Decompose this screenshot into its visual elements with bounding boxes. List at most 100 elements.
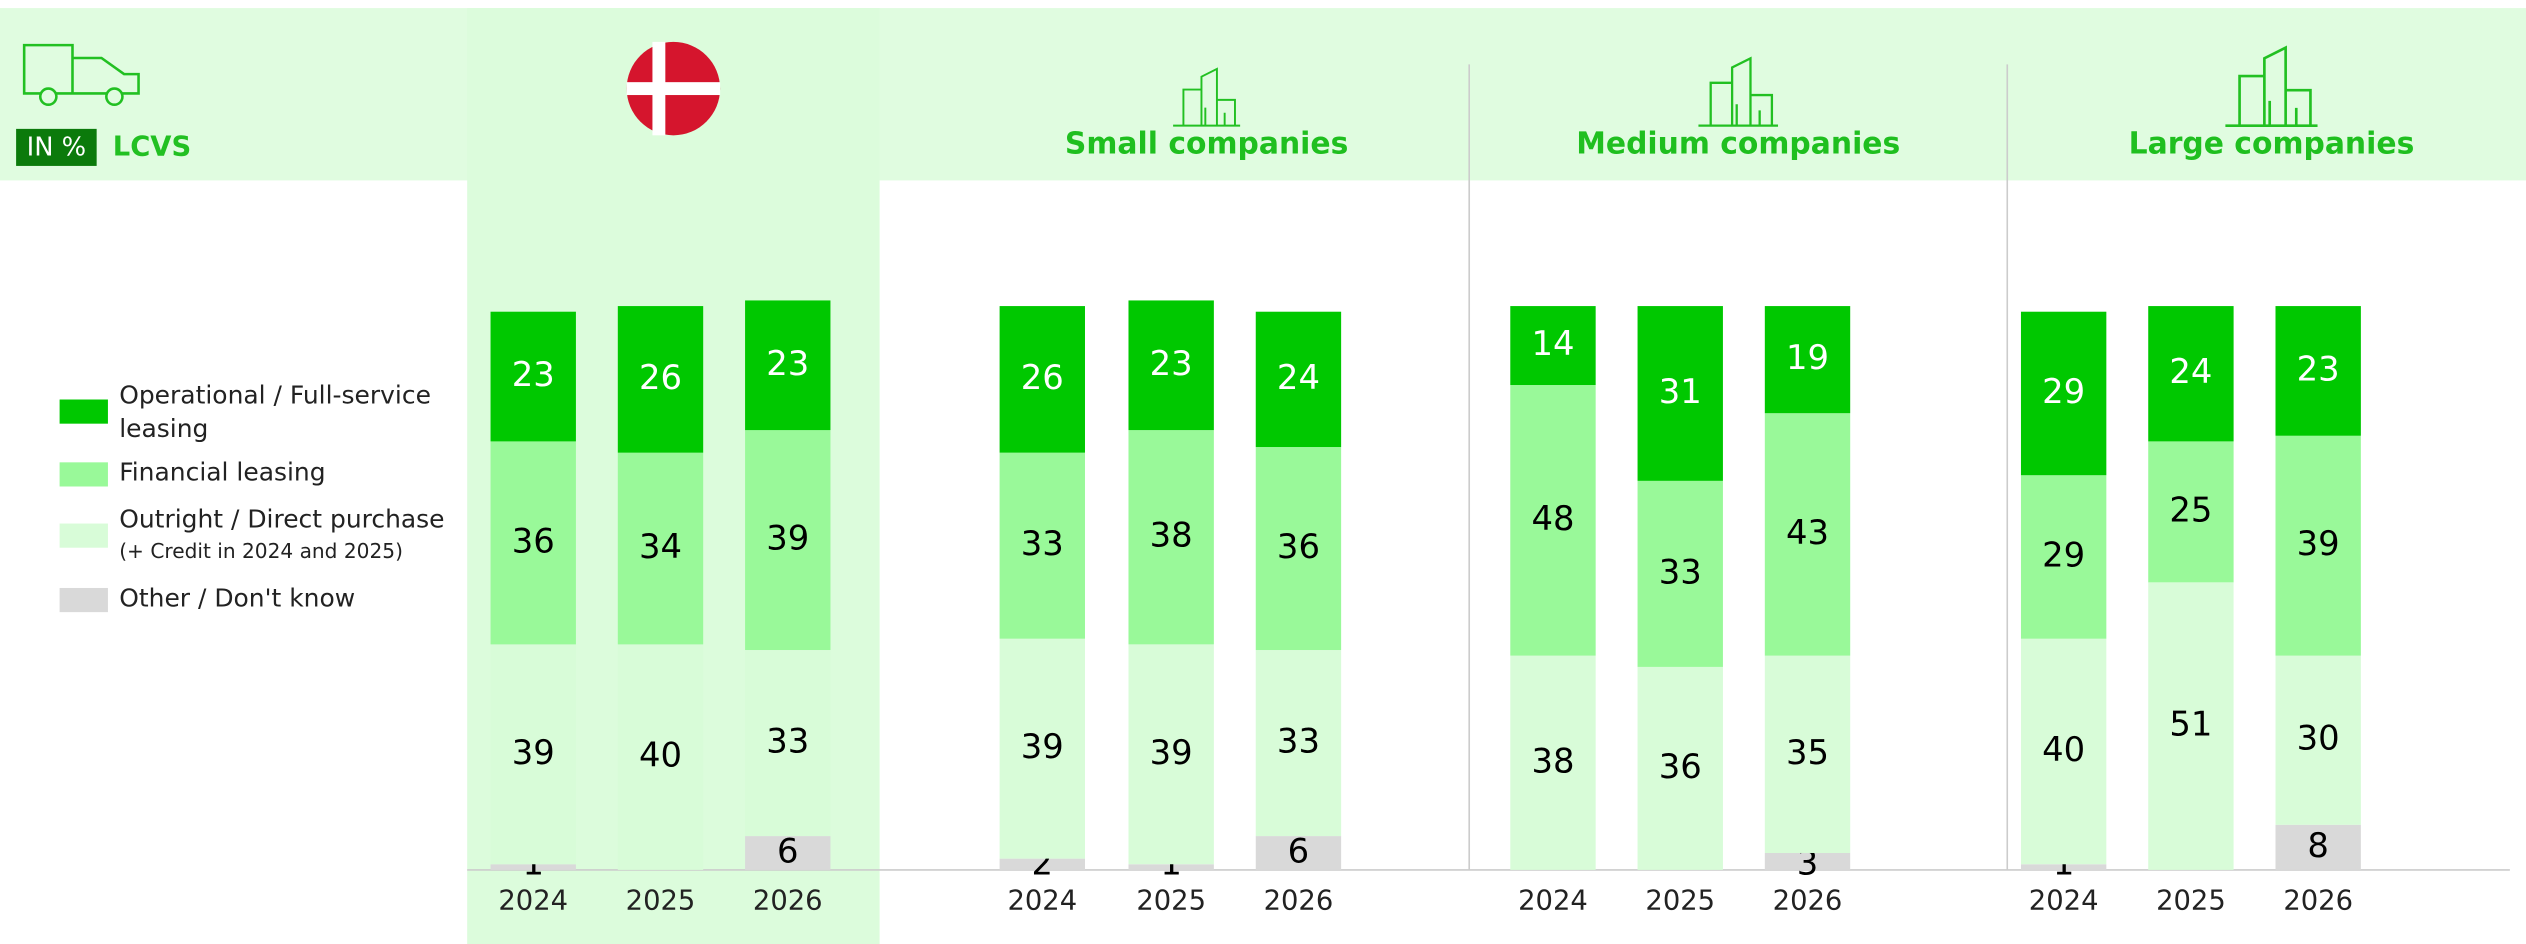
unit-badge-bg bbox=[16, 128, 97, 166]
value-label: 51 bbox=[2169, 705, 2212, 744]
vehicle-label: LCVS bbox=[113, 132, 191, 163]
value-label: 23 bbox=[1150, 344, 1193, 383]
value-label: 39 bbox=[766, 519, 809, 558]
bar-segment bbox=[1764, 852, 1851, 870]
value-label: 39 bbox=[2297, 524, 2340, 563]
bar-segment bbox=[999, 858, 1085, 870]
bar-segment bbox=[2275, 306, 2361, 436]
x-tick-label: 2026 bbox=[753, 886, 823, 917]
value-label: 33 bbox=[1277, 722, 1320, 761]
value-label: 25 bbox=[2169, 490, 2212, 529]
bar-segment bbox=[490, 644, 576, 865]
legend-label: Operational / Full-service leasing bbox=[119, 380, 431, 443]
value-label: 43 bbox=[1786, 513, 1829, 552]
bar-segment bbox=[745, 300, 831, 431]
legend-note: (+ Credit in 2024 and 2025) bbox=[119, 539, 403, 563]
bar-segment bbox=[1128, 864, 1214, 870]
bar-segment bbox=[1510, 385, 1596, 656]
building-icon bbox=[2225, 45, 2318, 127]
legend-label: Outright / Direct purchase bbox=[119, 504, 444, 533]
bar-segment bbox=[1128, 300, 1214, 431]
value-label: 39 bbox=[1021, 727, 1064, 766]
bar-segment bbox=[1128, 644, 1214, 865]
bar-segment bbox=[1255, 447, 1342, 651]
header-band bbox=[0, 8, 2526, 181]
value-label: 14 bbox=[1531, 324, 1574, 363]
value-label: 6 bbox=[777, 831, 799, 870]
value-label: 36 bbox=[512, 521, 555, 560]
value-label: 23 bbox=[2297, 349, 2340, 388]
bar-segment bbox=[1510, 655, 1596, 870]
value-label: 35 bbox=[1786, 733, 1829, 772]
value-label: 40 bbox=[639, 736, 682, 775]
bar-segment bbox=[2020, 311, 2107, 476]
building-icon bbox=[1173, 67, 1241, 127]
value-label: 23 bbox=[766, 344, 809, 383]
bar-segment bbox=[490, 864, 576, 870]
bar-segment bbox=[1637, 306, 1723, 481]
x-tick-label: 2024 bbox=[2029, 886, 2099, 917]
value-label: 30 bbox=[2297, 719, 2340, 758]
x-tick-label: 2025 bbox=[626, 886, 696, 917]
value-label: 24 bbox=[2169, 352, 2212, 391]
group-title: Medium companies bbox=[1576, 126, 1900, 161]
truck-icon bbox=[22, 43, 140, 106]
value-label: 3 bbox=[1797, 844, 1819, 883]
bar-segment bbox=[617, 644, 704, 870]
bar-segment bbox=[999, 452, 1085, 639]
x-tick-label: 2025 bbox=[1136, 886, 1206, 917]
x-tick-label: 2026 bbox=[2283, 886, 2353, 917]
value-label: 23 bbox=[512, 355, 555, 394]
building-shape bbox=[1698, 56, 1779, 127]
bar-segment bbox=[490, 441, 576, 645]
value-label: 33 bbox=[1021, 524, 1064, 563]
value-label: 6 bbox=[1288, 831, 1310, 870]
bar-segment bbox=[999, 306, 1085, 453]
legend-swatch bbox=[59, 462, 108, 487]
value-label: 19 bbox=[1786, 338, 1829, 377]
value-label: 36 bbox=[1659, 747, 1702, 786]
group-title: Small companies bbox=[1065, 126, 1348, 161]
group-title: Large companies bbox=[2129, 126, 2415, 161]
value-label: 38 bbox=[1531, 741, 1574, 780]
bar-segment bbox=[1764, 306, 1851, 414]
x-tick-label: 2024 bbox=[498, 886, 568, 917]
bar-segment bbox=[1510, 306, 1596, 386]
bar-segment bbox=[2020, 475, 2107, 639]
bar-segment bbox=[2148, 306, 2234, 442]
bar-segment bbox=[617, 452, 704, 645]
value-label: 24 bbox=[1277, 358, 1320, 397]
value-label: 31 bbox=[1659, 372, 1702, 411]
building-icon bbox=[1698, 56, 1779, 127]
building-shape bbox=[1173, 67, 1241, 127]
bar-segment bbox=[2148, 441, 2234, 583]
bar-segment bbox=[1764, 655, 1851, 853]
bar-segment bbox=[2275, 824, 2361, 870]
value-label: 29 bbox=[2042, 372, 2085, 411]
bar-segment bbox=[1255, 650, 1342, 837]
value-label: 33 bbox=[1659, 552, 1702, 591]
bar-segment bbox=[490, 311, 576, 442]
value-label: 40 bbox=[2042, 730, 2085, 769]
legend-label: Other / Don't know bbox=[119, 583, 355, 612]
bar-segment bbox=[745, 650, 831, 837]
legend-swatch bbox=[59, 399, 108, 424]
legend-label: Financial leasing bbox=[119, 458, 325, 487]
value-label: 38 bbox=[1150, 516, 1193, 555]
bar-segment bbox=[999, 638, 1085, 859]
x-tick-label: 2025 bbox=[1645, 886, 1715, 917]
bar-segment bbox=[745, 836, 831, 870]
bar-segment bbox=[1255, 311, 1342, 448]
unit-badge: IN % bbox=[27, 133, 87, 163]
bar-segment bbox=[617, 306, 704, 453]
value-label: 36 bbox=[1277, 527, 1320, 566]
x-tick-label: 2025 bbox=[2156, 886, 2226, 917]
bar-segment bbox=[1764, 413, 1851, 656]
value-label: 8 bbox=[2307, 826, 2329, 865]
value-label: 39 bbox=[1150, 733, 1193, 772]
value-label: 26 bbox=[1021, 358, 1064, 397]
value-label: 26 bbox=[639, 358, 682, 397]
x-tick-label: 2026 bbox=[1773, 886, 1843, 917]
x-tick-label: 2024 bbox=[1518, 886, 1588, 917]
